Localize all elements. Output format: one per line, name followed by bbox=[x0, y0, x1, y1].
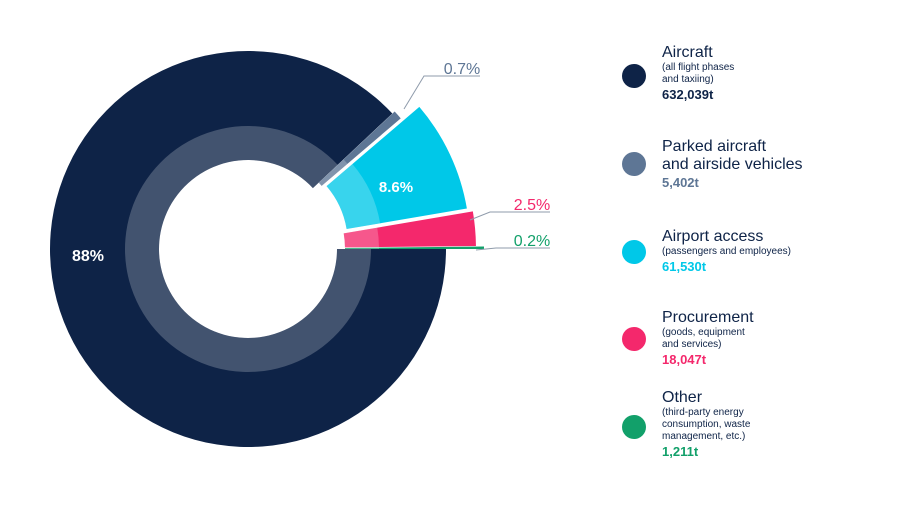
legend-subtitle: (all flight phases bbox=[662, 62, 735, 73]
slice-procurement bbox=[343, 211, 476, 248]
legend-value: 61,530t bbox=[662, 259, 707, 274]
data-label-procurement: 2.5% bbox=[514, 197, 550, 214]
slice-parked-aircraft bbox=[318, 111, 401, 186]
donut-chart: 88% 0.7% 8.6% 2.5% 0.2% bbox=[49, 50, 550, 448]
legend-subtitle: management, etc.) bbox=[662, 431, 746, 442]
legend-title: Other bbox=[662, 389, 703, 406]
slice-inner-ring-other bbox=[344, 247, 379, 249]
data-label-aircraft: 88% bbox=[72, 248, 104, 265]
data-label-airport-access: 8.6% bbox=[379, 179, 413, 196]
legend-title: Procurement bbox=[662, 309, 754, 326]
legend-subtitle: consumption, waste bbox=[662, 419, 751, 430]
legend-value: 5,402t bbox=[662, 175, 699, 190]
slice-airport-access bbox=[326, 106, 467, 229]
legend-title: Parked aircraft bbox=[662, 138, 767, 155]
leader-line-other bbox=[475, 247, 550, 251]
legend: Aircraft (all flight phases and taxiing)… bbox=[622, 0, 900, 506]
legend-value: 1,211t bbox=[662, 444, 699, 459]
slice-inner-ring-airport-access bbox=[326, 164, 381, 229]
legend-subtitle: and services) bbox=[662, 339, 722, 350]
data-label-other: 0.2% bbox=[514, 233, 550, 250]
slice-inner-ring-parked-aircraft bbox=[318, 159, 348, 186]
leader-line-parked-aircraft bbox=[403, 75, 480, 110]
legend-subtitle: (passengers and employees) bbox=[662, 246, 791, 257]
legend-title: Airport access bbox=[662, 228, 764, 245]
legend-swatch-procurement bbox=[622, 327, 646, 351]
legend-subtitle: and taxiing) bbox=[662, 74, 714, 85]
legend-subtitle: (third-party energy bbox=[662, 407, 744, 418]
legend-swatch-airport-access bbox=[622, 240, 646, 264]
legend-swatch-aircraft bbox=[622, 64, 646, 88]
legend-title: Aircraft bbox=[662, 44, 713, 61]
legend-value: 18,047t bbox=[662, 352, 707, 367]
data-label-parked-aircraft: 0.7% bbox=[444, 61, 480, 78]
legend-swatch-parked-aircraft bbox=[622, 152, 646, 176]
slice-inner-ring-aircraft bbox=[124, 126, 371, 373]
leader-line-procurement bbox=[469, 211, 550, 221]
legend-value: 632,039t bbox=[662, 87, 714, 102]
legend-subtitle: (goods, equipment bbox=[662, 327, 745, 338]
slice-other bbox=[344, 246, 484, 249]
slice-aircraft bbox=[49, 50, 446, 448]
legend-title-line2: and airside vehicles bbox=[662, 156, 803, 173]
legend-swatch-other bbox=[622, 415, 646, 439]
slice-inner-ring-procurement bbox=[343, 227, 379, 248]
